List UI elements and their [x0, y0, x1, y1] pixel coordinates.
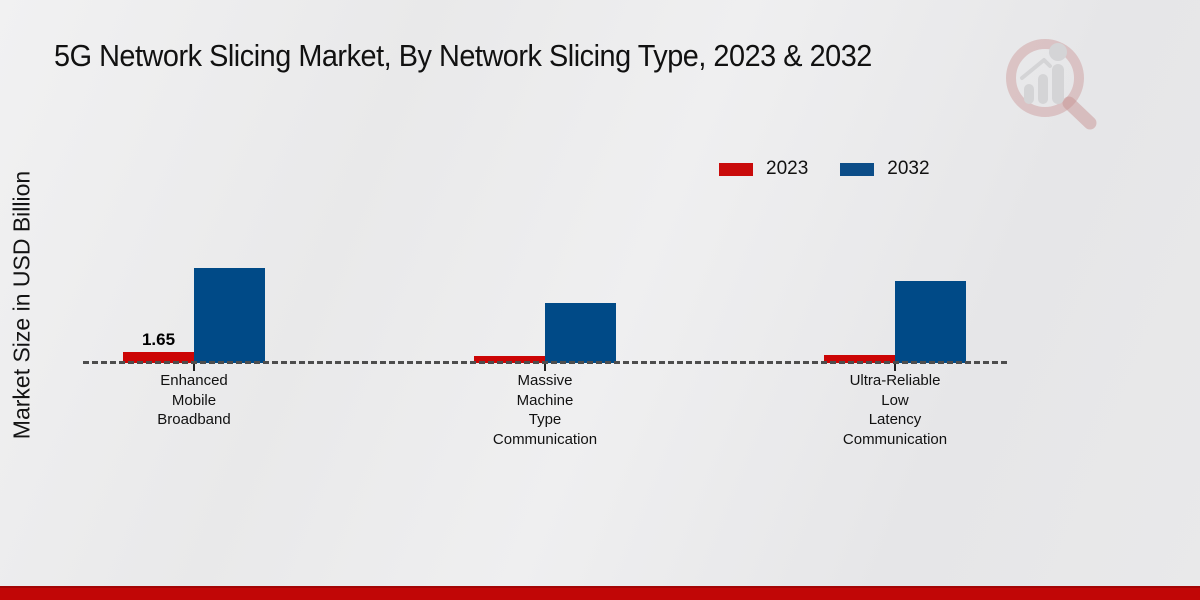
x-axis-tick [193, 364, 195, 371]
footer-accent-bar [0, 586, 1200, 600]
category-label-group3: Ultra-Reliable Low Latency Communication [842, 372, 948, 448]
bar-2032-group3 [895, 281, 966, 363]
bar-2032-group1 [194, 268, 265, 363]
x-axis-tick [544, 364, 546, 371]
legend-item-2032: 2032 [840, 158, 930, 180]
x-axis-baseline [83, 361, 1007, 364]
x-axis-tick [894, 364, 896, 371]
bar-2023-group2 [474, 356, 545, 363]
category-label-group2: Massive Machine Type Communication [492, 372, 598, 448]
bar-value-label: 1.65 [141, 330, 176, 349]
legend-swatch-2023 [719, 162, 753, 176]
legend-swatch-2032 [840, 162, 875, 176]
legend-item-2023: 2023 [719, 158, 808, 180]
logo-bar-medium-icon [1038, 74, 1048, 104]
bar-2023-group3 [824, 355, 895, 363]
magnifier-ring-icon [1006, 39, 1084, 117]
logo-head-icon [1049, 43, 1067, 61]
logo-bar-tall-icon [1052, 64, 1064, 104]
magnifier-handle-icon [1062, 96, 1097, 130]
legend-label-2023: 2023 [766, 158, 809, 179]
chart-title: 5G Network Slicing Market, By Network Sl… [54, 38, 872, 73]
logo-trend-arrow-icon [1020, 58, 1052, 80]
category-label-group1: Enhanced Mobile Broadband [157, 372, 231, 428]
bar-2023-group1 [123, 352, 194, 363]
legend-label-2032: 2032 [887, 158, 930, 179]
logo-bar-small-icon [1024, 84, 1034, 104]
market-research-watermark-logo [1006, 39, 1097, 130]
legend: 2023 2032 [719, 158, 930, 180]
bar-2032-group2 [545, 303, 616, 363]
